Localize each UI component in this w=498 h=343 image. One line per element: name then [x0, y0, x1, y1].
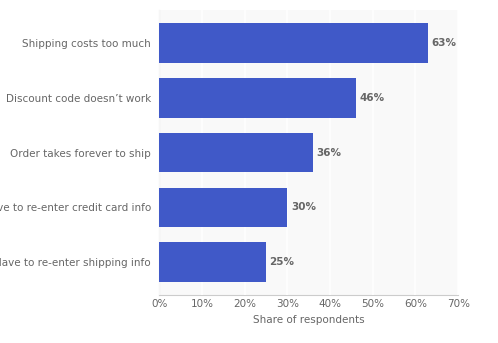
Text: 25%: 25%: [269, 257, 294, 267]
Text: 63%: 63%: [432, 38, 457, 48]
Text: 46%: 46%: [359, 93, 384, 103]
Bar: [159, 188, 287, 227]
Bar: [159, 243, 266, 282]
Text: 36%: 36%: [316, 147, 342, 158]
X-axis label: Share of respondents: Share of respondents: [253, 315, 365, 325]
Bar: [159, 78, 356, 118]
Text: 30%: 30%: [291, 202, 316, 212]
Bar: [159, 23, 428, 63]
Bar: [159, 133, 313, 172]
